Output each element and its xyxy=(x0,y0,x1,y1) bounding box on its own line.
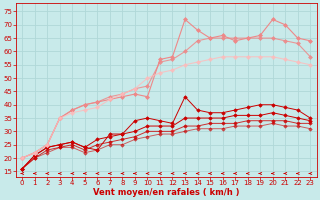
X-axis label: Vent moyen/en rafales ( km/h ): Vent moyen/en rafales ( km/h ) xyxy=(93,188,239,197)
